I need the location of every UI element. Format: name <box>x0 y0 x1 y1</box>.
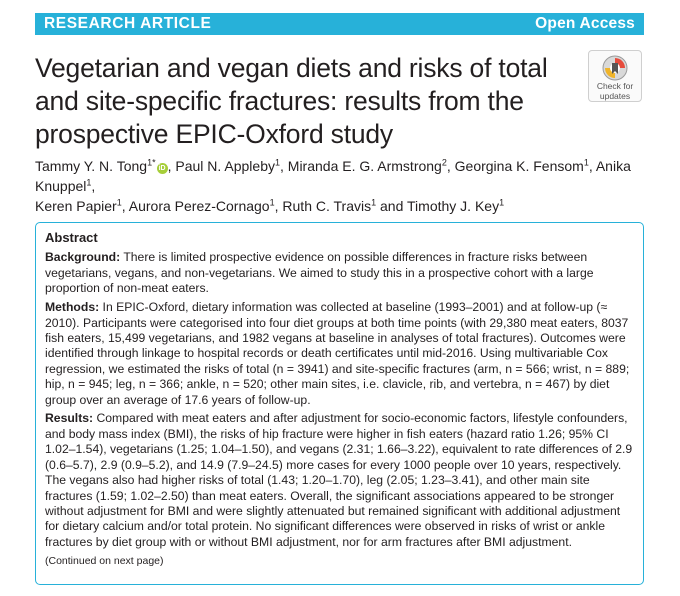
author-affiliation: 1* <box>147 157 156 168</box>
article-title: Vegetarian and vegan diets and risks of … <box>35 53 548 149</box>
open-access-label: Open Access <box>535 15 635 32</box>
author-name[interactable]: Paul N. Appleby <box>175 158 275 174</box>
author-name[interactable]: Tammy Y. N. Tong <box>35 158 148 174</box>
abstract-methods: Methods: In EPIC-Oxford, dietary informa… <box>45 300 634 408</box>
check-for-updates-icon <box>602 55 628 81</box>
methods-text: In EPIC-Oxford, dietary information was … <box>45 300 630 407</box>
abstract-background: Background: There is limited prospective… <box>45 250 634 296</box>
article-type-label: RESEARCH ARTICLE <box>44 15 212 32</box>
abstract-box: Abstract Background: There is limited pr… <box>35 222 644 585</box>
author-affiliation: 2 <box>441 157 447 168</box>
author-affiliation: 1 <box>269 197 275 208</box>
author-name[interactable]: Timothy J. Key <box>407 198 500 214</box>
author-name[interactable]: Anika Knuppel <box>35 158 631 194</box>
background-label: Background: <box>45 250 121 265</box>
check-for-updates-label-1: Check for <box>596 81 634 91</box>
results-text: Compared with meat eaters and after adju… <box>45 411 633 549</box>
author-affiliation: 1 <box>86 177 92 188</box>
author-name[interactable]: Georgina K. Fensom <box>454 158 584 174</box>
author-affiliation: 1 <box>499 197 505 208</box>
authors-and: and <box>380 198 404 214</box>
author-list: Tammy Y. N. Tong1*iD, Paul N. Appleby1, … <box>35 157 631 214</box>
author-name[interactable]: Keren Papier <box>35 198 117 214</box>
check-for-updates-label-2: updates <box>599 91 631 101</box>
abstract-results: Results: Compared with meat eaters and a… <box>45 411 634 550</box>
methods-label: Methods: <box>45 300 100 315</box>
author-affiliation: 1 <box>371 197 377 208</box>
author-name[interactable]: Ruth C. Travis <box>282 198 372 214</box>
background-text: There is limited prospective evidence on… <box>45 250 594 296</box>
article-type-banner: RESEARCH ARTICLE Open Access <box>35 13 644 35</box>
author-name[interactable]: Aurora Perez-Cornago <box>128 198 270 214</box>
orcid-icon[interactable]: iD <box>156 163 168 174</box>
author-affiliation: 1 <box>274 157 280 168</box>
check-for-updates-button[interactable]: Check for updates <box>588 50 642 102</box>
author-name[interactable]: Miranda E. G. Armstrong <box>287 158 442 174</box>
author-affiliation: 1 <box>583 157 589 168</box>
abstract-heading: Abstract <box>45 230 98 245</box>
results-label: Results: <box>45 411 94 426</box>
author-affiliation: 1 <box>116 197 122 208</box>
continued-note: (Continued on next page) <box>45 555 164 568</box>
